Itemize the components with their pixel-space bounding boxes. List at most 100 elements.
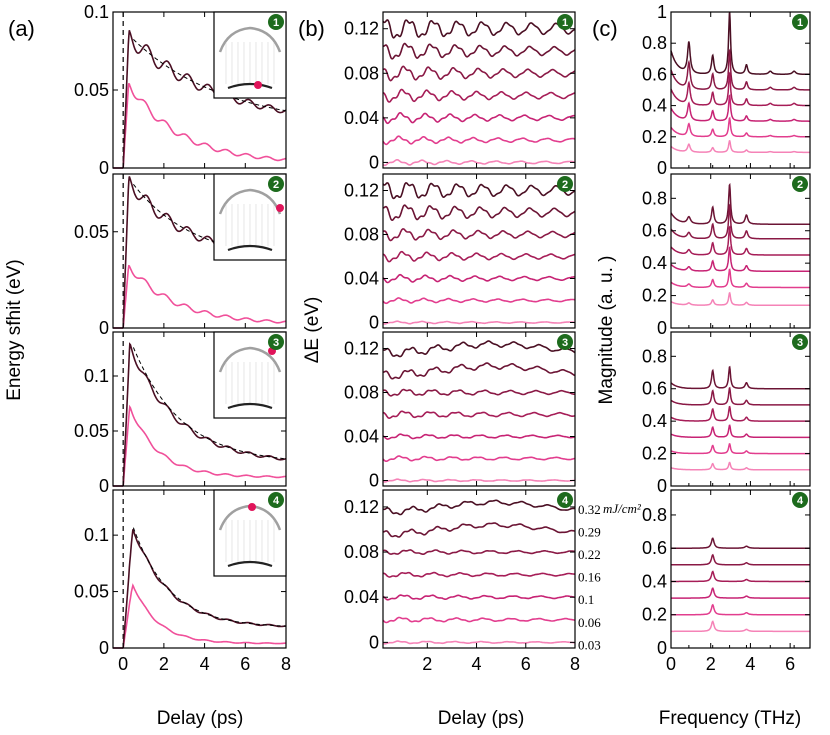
panel-c-row-3-ytick-label-0: 0	[657, 476, 667, 496]
panel-a-row-4-ytick-label-0: 0	[99, 638, 109, 658]
panel-b-row-3-ytick-label-3: 0.12	[344, 339, 379, 359]
panel-a-row-3-inset-upper-band	[218, 346, 282, 373]
panel-b-row-1-series-5	[382, 135, 576, 146]
panel-b-row-2-series-2	[382, 228, 576, 242]
panel-b-row-1: 0 0.04 0.08 0.12 1	[344, 11, 576, 172]
panel-c-row-2-badge-label: 2	[797, 179, 803, 191]
panel-b-row-3-series-4	[382, 433, 576, 440]
panel-a-row-4-fit	[132, 527, 286, 627]
panel-b-xlabel: Delay (ps)	[438, 708, 525, 729]
panel-a-row-3-ytick-label-0: 0	[99, 476, 109, 496]
panel-b-ylabel: ΔE (eV)	[302, 297, 323, 364]
panel-b-row-1-series-4	[382, 111, 575, 125]
panel-c-row-1-ytick-label-4: 0.8	[642, 33, 667, 53]
panel-c-row-3-series-1	[670, 386, 810, 406]
panel-a-row-1-fit	[133, 39, 287, 112]
panel-c-row-4-series-5	[671, 620, 810, 633]
fluence-label-0: 0.32	[578, 502, 601, 517]
panel-c-row-2: 0 0.2 0.4 0.6 0.8 2	[642, 173, 811, 338]
panel-c-row-4-ytick-label-0: 0	[657, 638, 667, 658]
panel-c-row-2-series-5	[670, 291, 810, 307]
panel-a-row-3-badge-label: 3	[273, 337, 279, 349]
fluence-label-2: 0.22	[578, 547, 601, 562]
panel-b-row-4-series-4	[382, 594, 576, 601]
panel-b-row-3-ytick-label-2: 0.08	[344, 383, 379, 403]
panel-c-row-4-series-4	[671, 603, 810, 616]
panel-b-row-1-series-2	[382, 65, 576, 82]
panel-c-row-4-badge-label: 4	[797, 495, 804, 507]
panel-b-row-1-ytick-label-1: 0.04	[344, 108, 379, 128]
panel-c-row-2-badge-circle	[792, 176, 808, 192]
panel-c-row-3: 0 0.2 0.4 0.6 0.8 3	[642, 331, 811, 496]
panel-a-row-4-ytick-label-1: 0.05	[74, 582, 109, 602]
panel-b-row-1-frame	[382, 11, 576, 169]
panel-b-row-2-ytick-label-2: 0.08	[344, 225, 379, 245]
panel-c-row-3-ytick-label-2: 0.4	[642, 411, 667, 431]
panel-b-row-4-series-1	[382, 522, 576, 538]
panel-b-row-4-ytick-label-2: 0.08	[344, 542, 379, 562]
panel-b-row-4-badge-circle	[557, 492, 573, 508]
panel-a-row-3-ytick-label-2: 0.1	[84, 366, 109, 386]
panel-b-row-1-ytick-label-3: 0.12	[344, 19, 379, 39]
panel-a-row-4-xtick-label-4: 8	[281, 654, 291, 674]
panel-c-row-1-series-1	[670, 48, 810, 91]
panel-a-row-4-xtick-label-0: 0	[118, 654, 128, 674]
panel-c-row-1-series-4	[670, 116, 810, 138]
fluence-unit-label: mJ/cm²	[603, 501, 642, 516]
panel-b-row-3-series-6	[382, 478, 575, 483]
panel-b-row-4-xtick-label-1: 4	[472, 654, 482, 674]
panel-b-row-2-series-4	[382, 273, 575, 284]
panel-b-row-4-ytick-label-0: 0	[369, 632, 379, 652]
panel-a-row-3: 0 0.05 0.1 3	[74, 331, 287, 496]
panel-c-row-2-series-3	[670, 246, 810, 273]
panel-a-row-1: 0 0.05 0.1 1	[74, 2, 287, 178]
panel-a-row-2-inset-marker	[276, 204, 284, 212]
panel-c-row-2-series-1	[670, 203, 810, 240]
panel-a-row-1-ytick-label-0: 0	[99, 158, 109, 178]
panel-b-row-3-badge-label: 3	[562, 337, 568, 349]
panel-a-row-1-badge-label: 1	[273, 17, 279, 29]
panel-b-row-4-series-5	[382, 616, 576, 624]
panel-a-row-4-xtick-label-2: 4	[200, 654, 210, 674]
panel-b-row-1-series-1	[383, 42, 576, 60]
panel-c-row-1-series-3	[670, 94, 810, 122]
panel-c-row-1-series-0	[670, 12, 810, 76]
fluence-label-5: 0.06	[578, 615, 601, 630]
panel-c-row-2-ytick-label-0: 0	[657, 318, 667, 338]
panel-a-row-4: 0 0.05 0.1 0 2 4 6 8 4	[74, 489, 291, 674]
fluence-label-1: 0.29	[578, 525, 601, 540]
panel-b-row-1-ytick-label-2: 0.08	[344, 63, 379, 83]
panel-c-row-4-series-0	[671, 537, 810, 549]
panel-c-row-1-ytick-label-5: 1	[657, 2, 667, 22]
panel-c-row-2-series-0	[670, 182, 810, 225]
panel-c-row-1-series-2	[670, 71, 810, 107]
panel-c-row-2-ytick-label-3: 0.6	[642, 221, 667, 241]
panel-c-row-2-ytick-label-4: 0.8	[642, 188, 667, 208]
panel-c-row-4-ytick-label-4: 0.8	[642, 505, 667, 525]
panel-a-row-4-series-low	[113, 583, 286, 649]
panel-a-xlabel: Delay (ps)	[157, 708, 244, 729]
panel-c-row-4-series-3	[671, 587, 810, 599]
panel-a-row-4-series-high	[113, 528, 287, 649]
panel-b-row-3-badge-circle	[557, 334, 573, 350]
panel-a-row-3-series-low	[113, 404, 286, 487]
panel-b-row-4-xtick-label-3: 8	[570, 654, 580, 674]
panel-c-row-2-ytick-label-1: 0.2	[642, 286, 667, 306]
panel-a-row-1-inset-upper-band	[218, 26, 282, 53]
panel-a-row-3-series-high	[113, 342, 287, 487]
panel-b-row-3-series-5	[382, 455, 576, 462]
panel-a-row-1-badge-circle	[268, 14, 284, 30]
panel-c-letter: (c)	[592, 16, 618, 41]
panel-b-row-4-series-2	[382, 549, 575, 555]
panel-c-row-4-xtick-label-1: 2	[706, 654, 716, 674]
panel-b-row-2-badge-label: 2	[562, 179, 568, 191]
panel-b-row-4-frame	[382, 489, 576, 649]
panel-c-row-4-series-2	[671, 570, 810, 583]
panel-b-row-4-series-0	[382, 499, 576, 516]
panel-c-row-3-ytick-label-3: 0.6	[642, 379, 667, 399]
panel-a-row-1-inset-marker	[254, 81, 262, 89]
panel-a-row-3-inset-lower-band	[227, 402, 273, 410]
panel-c-row-4-xtick-label-2: 4	[745, 654, 755, 674]
panel-a-row-2-series-low	[113, 264, 287, 329]
